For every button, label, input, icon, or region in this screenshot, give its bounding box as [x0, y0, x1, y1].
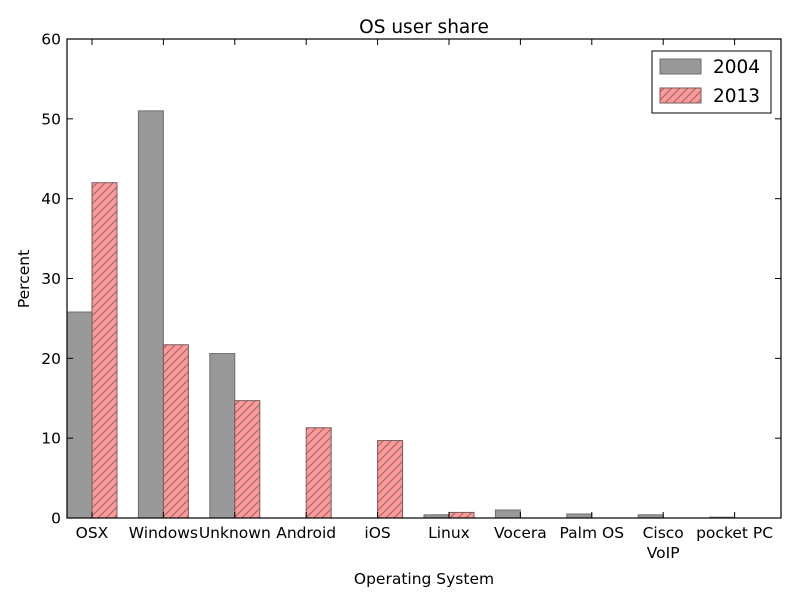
bar-2004-windows: [137, 110, 164, 519]
x-tick-label: iOS: [364, 524, 390, 542]
x-axis-label: Operating System: [354, 570, 494, 588]
x-tick-label: Unknown: [199, 524, 271, 542]
legend-swatch-2004: [659, 58, 702, 75]
bar-2004-vocera: [494, 509, 521, 519]
bar-2013-ios: [377, 440, 404, 519]
x-tick-label: pocket PC: [696, 524, 773, 542]
y-tick-label: 20: [41, 350, 61, 368]
x-tick-label: OSX: [76, 524, 109, 542]
bar-2004-unknown: [209, 353, 236, 519]
y-tick-label: 30: [41, 270, 61, 288]
x-axis: OSX Windows Unknown Android iOS Linux Vocera Pa…: [76, 39, 773, 562]
legend-swatch-2013: [659, 87, 702, 104]
bars-group: [66, 110, 736, 519]
y-tick-label: 60: [41, 31, 61, 49]
x-tick-label: VoIP: [647, 544, 680, 562]
y-tick-label: 10: [41, 430, 61, 448]
y-tick-label: 50: [41, 110, 61, 128]
x-tick-label: Cisco: [643, 524, 684, 542]
legend-label-2013: 2013: [713, 86, 760, 107]
bar-2013-linux: [448, 511, 475, 519]
legend: 2004 2013: [651, 50, 772, 114]
x-tick-label: Palm OS: [560, 524, 625, 542]
bar-2013-windows: [162, 344, 189, 519]
bar-2013-osx: [91, 182, 118, 519]
x-tick-label: Android: [276, 524, 336, 542]
bar-2013-android: [305, 427, 332, 519]
bar-2013-unknown: [234, 400, 261, 519]
chart-title: OS user share: [359, 17, 489, 38]
x-tick-label: Windows: [129, 524, 198, 542]
x-tick-label: Linux: [428, 524, 470, 542]
x-tick-label: Vocera: [494, 524, 547, 542]
y-tick-label: 40: [41, 190, 61, 208]
y-axis: 0 10 20 30 40 50 60: [41, 31, 781, 528]
y-tick-label: 0: [51, 510, 61, 528]
y-axis-label: Percent: [15, 250, 33, 308]
legend-label-2004: 2004: [713, 57, 760, 78]
bar-2004-osx: [66, 311, 93, 519]
